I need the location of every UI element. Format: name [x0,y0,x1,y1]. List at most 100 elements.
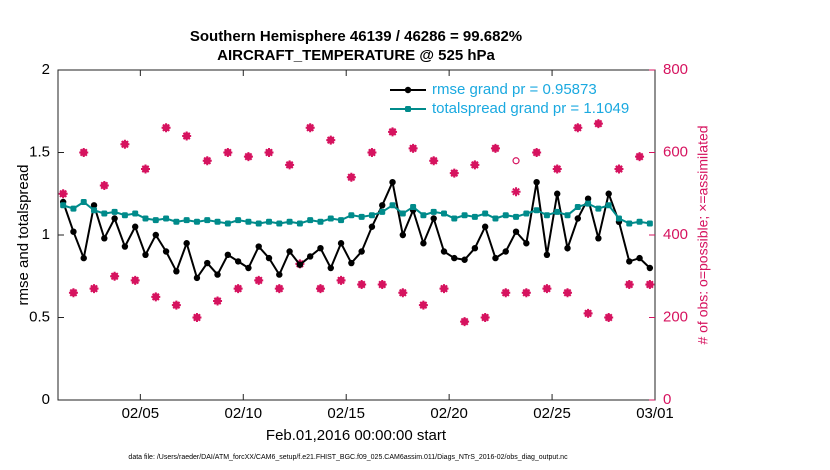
data-point [276,220,283,227]
series-line [62,178,651,281]
data-point [512,228,520,235]
data-point [440,248,448,255]
data-point [532,148,542,157]
data-point [121,212,128,219]
data-point [583,308,593,318]
data-point [214,271,221,278]
data-point [471,245,479,252]
data-point [152,217,159,224]
data-point [163,215,170,222]
data-point [307,217,314,224]
y2-axis-label: # of obs: o=possible; ×=assimilated [695,125,711,344]
data-point [173,218,180,225]
data-point [584,195,592,202]
y-tick-label: 0.5 [29,308,50,325]
data-point [327,215,334,222]
data-point [512,157,520,165]
data-point [245,264,252,272]
data-point [111,215,118,222]
data-point [501,288,511,298]
data-point [70,205,77,212]
data-point [605,190,612,197]
data-point [636,254,643,262]
data-point [255,243,262,250]
data-point [326,135,336,145]
legend-label: totalspread grand pr = 1.1049 [432,100,629,117]
y2-tick-label: 600 [663,143,688,160]
data-point [173,268,180,275]
y-axis-label: rmse and totalspread [15,165,32,306]
data-point [635,152,645,162]
data-point [317,245,324,252]
data-point [245,218,252,225]
data-point [521,288,531,298]
data-point [274,284,284,294]
data-point [646,220,653,227]
data-point [492,254,499,262]
data-point [130,275,140,285]
data-point [171,300,181,310]
data-point [460,317,470,327]
data-point [161,123,171,133]
data-point [89,284,99,294]
data-point [204,217,211,224]
data-point [327,264,334,272]
data-point [214,218,221,225]
data-point [595,235,602,242]
data-point [593,119,603,129]
data-point [101,235,108,242]
data-point [101,210,108,217]
data-point [439,284,449,294]
data-point [286,218,293,225]
data-point [276,271,283,278]
x-tick-label: 03/01 [636,405,674,422]
data-point [614,164,624,174]
data-point [162,248,170,255]
data-point [502,212,509,219]
data-point [398,288,408,298]
data-point [451,254,458,262]
data-point [420,212,427,219]
data-point [90,202,98,209]
data-point [574,203,581,210]
data-point [183,240,190,247]
data-point [543,212,550,219]
data-point [604,313,614,322]
data-point [255,220,262,227]
data-point [626,220,633,227]
data-point [68,288,78,298]
data-point [368,212,375,219]
data-point [235,217,242,224]
data-point [213,296,223,306]
data-point [223,148,233,157]
y-tick-label: 1.5 [29,143,50,160]
x-tick-label: 02/25 [533,405,571,422]
data-point [574,215,582,222]
data-point [358,213,365,220]
data-point [367,148,377,157]
data-point [346,172,356,182]
data-point [595,205,602,212]
data-point [389,179,396,186]
data-point [120,139,130,149]
data-point [58,189,68,199]
data-point [430,215,437,222]
data-point [429,156,439,166]
chart-subtitle: AIRCRAFT_TEMPERATURE @ 525 hPa [217,47,495,64]
data-point [142,215,149,222]
data-point [626,258,633,265]
data-point [338,217,345,224]
data-point [99,181,109,190]
data-point [615,215,622,222]
data-point [317,218,324,225]
data-point [377,280,387,289]
data-point [337,240,345,247]
legend-label: rmse grand pr = 0.95873 [432,81,597,98]
data-point [470,160,480,170]
data-point [192,313,202,322]
y-tick-label: 1 [42,226,50,243]
data-point [233,284,243,294]
data-point [121,243,129,250]
data-point [408,143,418,153]
data-point [645,280,655,289]
